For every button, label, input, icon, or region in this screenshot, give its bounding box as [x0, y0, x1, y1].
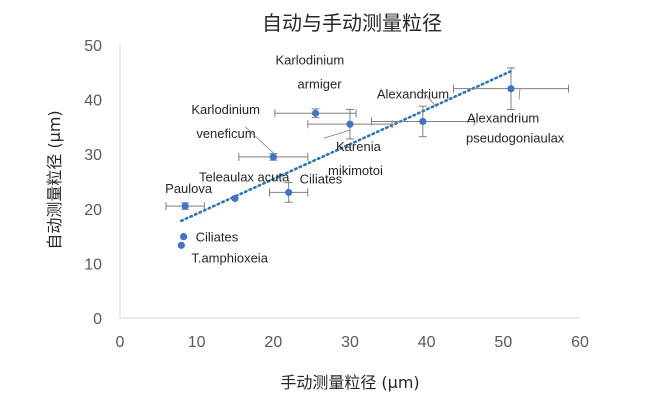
x-tick-label: 60 — [571, 334, 589, 351]
point-annotation: mikimotoi — [328, 163, 383, 178]
point-annotation: Teleaulax acuta — [199, 169, 290, 184]
point-annotation: Alexandrium — [377, 86, 449, 101]
point-annotation: Karenia — [336, 139, 382, 154]
x-tick-label: 50 — [494, 334, 512, 351]
y-tick-label: 20 — [84, 202, 102, 219]
annotation-leader — [518, 88, 521, 100]
point-annotation: T.amphioxeia — [191, 250, 268, 265]
point-annotation: Ciliates — [196, 230, 239, 245]
y-tick-label: 50 — [84, 38, 102, 55]
point-annotation: Alexandrium — [467, 111, 539, 126]
point-annotation: Karlodinium — [191, 102, 260, 117]
x-tick-label: 20 — [264, 334, 282, 351]
data-point — [180, 233, 188, 241]
axes: 0 10 20 30 40 50 60 0 10 20 30 40 50 — [84, 38, 589, 351]
point-annotation: armiger — [298, 76, 343, 91]
data-points — [177, 85, 515, 249]
annotation-leader — [323, 129, 351, 139]
point-annotation: Ciliates — [300, 171, 343, 186]
x-tick-label: 10 — [188, 334, 206, 351]
data-point — [177, 241, 185, 249]
data-point — [419, 117, 427, 126]
data-point — [269, 153, 277, 161]
x-tick-label: 30 — [341, 334, 359, 351]
x-tick-label: 40 — [418, 334, 436, 351]
data-point — [346, 120, 354, 128]
y-tick-label: 0 — [93, 311, 102, 328]
y-tick-label: 30 — [84, 147, 102, 164]
data-point — [231, 194, 239, 203]
annotation-leader — [245, 126, 274, 154]
point-annotation: veneficum — [196, 126, 255, 141]
data-point — [181, 202, 189, 210]
y-axis-label: 自动测量粒径 (μm) — [45, 110, 64, 249]
x-tick-label: 0 — [116, 334, 125, 351]
data-point — [311, 109, 320, 117]
y-tick-label: 10 — [84, 256, 102, 273]
data-point — [285, 188, 293, 197]
data-point — [507, 85, 515, 93]
y-tick-label: 40 — [84, 93, 102, 110]
annotation-leader — [422, 91, 438, 108]
chart-title: 自动与手动测量粒径 — [262, 11, 442, 35]
point-annotation: Paulova — [165, 181, 213, 196]
x-axis-label: 手动测量粒径 (μm) — [280, 373, 419, 392]
point-annotation: pseudogoniaulax — [466, 131, 565, 146]
point-annotation: Karlodinium — [276, 52, 345, 67]
